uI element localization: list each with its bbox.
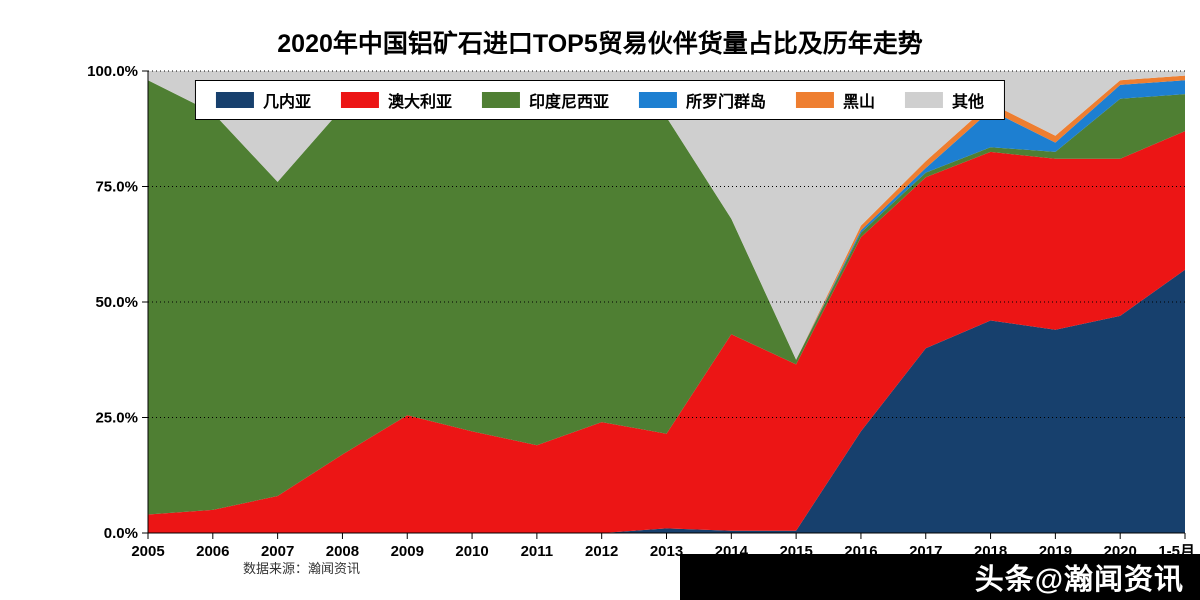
x-tick-label-2013: 2013	[650, 543, 683, 560]
x-tick-label-2012: 2012	[585, 543, 618, 560]
legend-swatch-other	[905, 92, 944, 108]
watermark-text: 头条@瀚闻资讯	[974, 564, 1184, 596]
legend-label-solomon-islands: 所罗门群岛	[686, 94, 767, 111]
legend-swatch-australia	[340, 92, 379, 108]
legend-swatch-solomon-islands	[639, 92, 677, 108]
x-tick-label-2008: 2008	[326, 543, 359, 560]
area-other	[148, 71, 1185, 360]
area-guinea	[148, 269, 1185, 533]
legend-item-guinea: 几内亚	[215, 88, 311, 112]
x-tick-label-2011: 2011	[521, 543, 554, 560]
legend-label-indonesia: 印度尼西亚	[528, 94, 609, 111]
legend-label-other: 其他	[952, 94, 985, 111]
legend-swatch-guinea	[215, 92, 254, 108]
y-tick-label: 25.0%	[95, 410, 138, 427]
legend-item-montenegro: 黑山	[796, 88, 875, 112]
y-tick-label: 50.0%	[95, 294, 138, 311]
legend-item-australia: 澳大利亚	[340, 88, 452, 112]
area-australia	[148, 131, 1185, 533]
legend-swatch-montenegro	[796, 92, 835, 108]
legend-swatch-indonesia	[481, 92, 520, 108]
y-tick-label: 75.0%	[95, 179, 138, 196]
y-tick-label: 0.0%	[104, 525, 138, 542]
legend-label-guinea: 几内亚	[262, 94, 311, 111]
legend-label-australia: 澳大利亚	[387, 94, 452, 111]
x-tick-label-2006: 2006	[196, 543, 229, 560]
area-indonesia	[148, 80, 1185, 515]
x-tick-label-2005: 2005	[131, 543, 164, 560]
legend-item-other: 其他	[905, 88, 984, 112]
legend: 几内亚 澳大利亚 印度尼西亚 所罗门群岛 黑山 其他	[194, 80, 1006, 120]
watermark-banner: 头条@瀚闻资讯	[680, 554, 1200, 600]
legend-label-montenegro: 黑山	[843, 94, 876, 111]
legend-item-indonesia: 印度尼西亚	[481, 88, 609, 112]
x-tick-label-2007: 2007	[261, 543, 294, 560]
source-note: 数据来源：瀚闻资讯	[243, 561, 361, 576]
x-tick-label-2010: 2010	[455, 543, 488, 560]
y-tick-label: 100.0%	[87, 63, 138, 80]
chart-title: 2020年中国铝矿石进口TOP5贸易伙伴货量占比及历年走势	[277, 30, 923, 58]
legend-item-solomon-islands: 所罗门群岛	[639, 88, 766, 112]
x-tick-label-2009: 2009	[391, 543, 424, 560]
